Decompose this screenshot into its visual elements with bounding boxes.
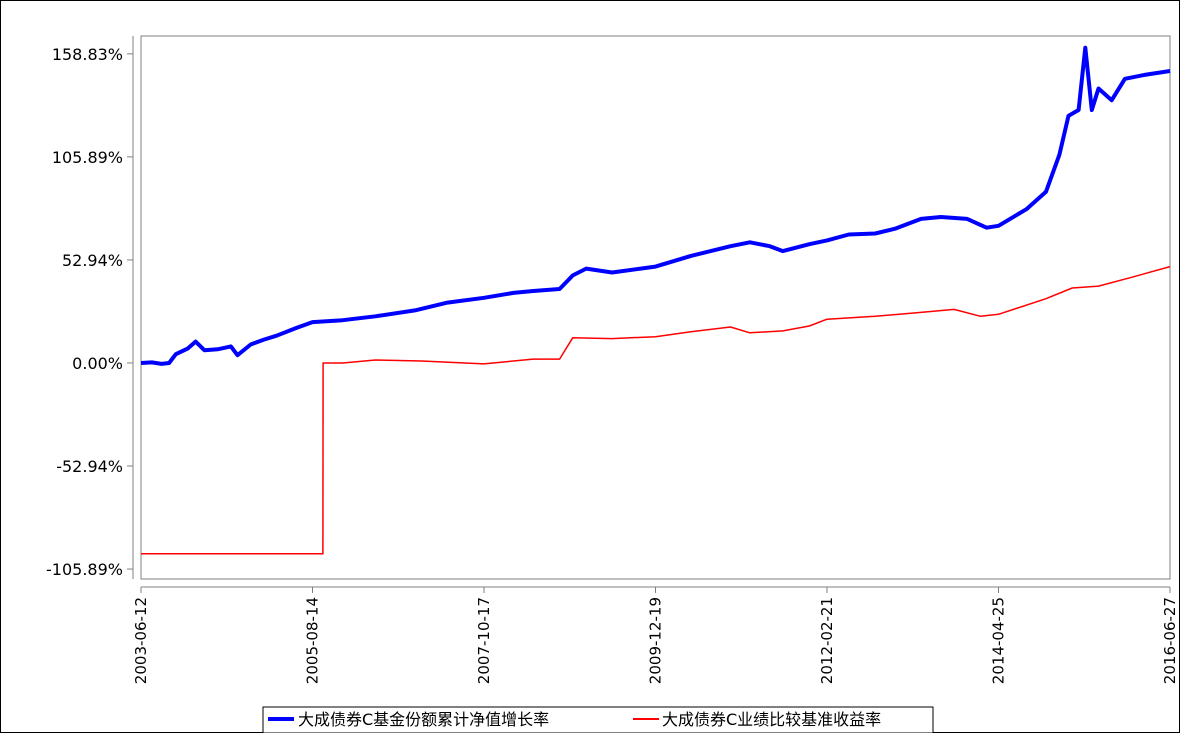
y-tick-label: 52.94%: [62, 251, 123, 270]
y-tick-label: -105.89%: [46, 560, 123, 579]
y-tick-label: 0.00%: [72, 354, 123, 373]
x-tick-label: 2005-08-14: [304, 597, 322, 684]
legend-label-series-1: 大成债券C基金份额累计净值增长率: [298, 710, 549, 729]
series-line-benchmark: [141, 265, 1171, 555]
y-tick-label: -52.94%: [56, 457, 123, 476]
x-tick-label: 2003-06-12: [132, 597, 150, 684]
x-axis-ticks: 2003-06-12 2005-08-14 2007-10-17 2009-12-19…: [132, 587, 1179, 684]
x-tick-label: 2016-06-27: [1161, 597, 1179, 684]
series-layer: [140, 45, 1171, 555]
legend: 大成债券C基金份额累计净值增长率 大成债券C业绩比较基准收益率: [262, 706, 934, 734]
series-line-nav-growth: [140, 45, 1171, 366]
y-axis-ticks: 158.83% 105.89% 52.94% 0.00% -52.94% -105.89%: [46, 45, 133, 579]
x-tick-label: 2009-12-19: [647, 597, 665, 684]
x-tick-label: 2007-10-17: [475, 597, 493, 684]
legend-label-series-2: 大成债券C业绩比较基准收益率: [662, 710, 881, 729]
x-tick-label: 2012-02-21: [818, 597, 836, 684]
plot-area: [140, 35, 1171, 580]
x-tick-label: 2014-04-25: [990, 597, 1008, 684]
y-tick-label: 105.89%: [52, 148, 123, 167]
legend-box: [262, 706, 934, 734]
y-tick-label: 158.83%: [52, 45, 123, 64]
